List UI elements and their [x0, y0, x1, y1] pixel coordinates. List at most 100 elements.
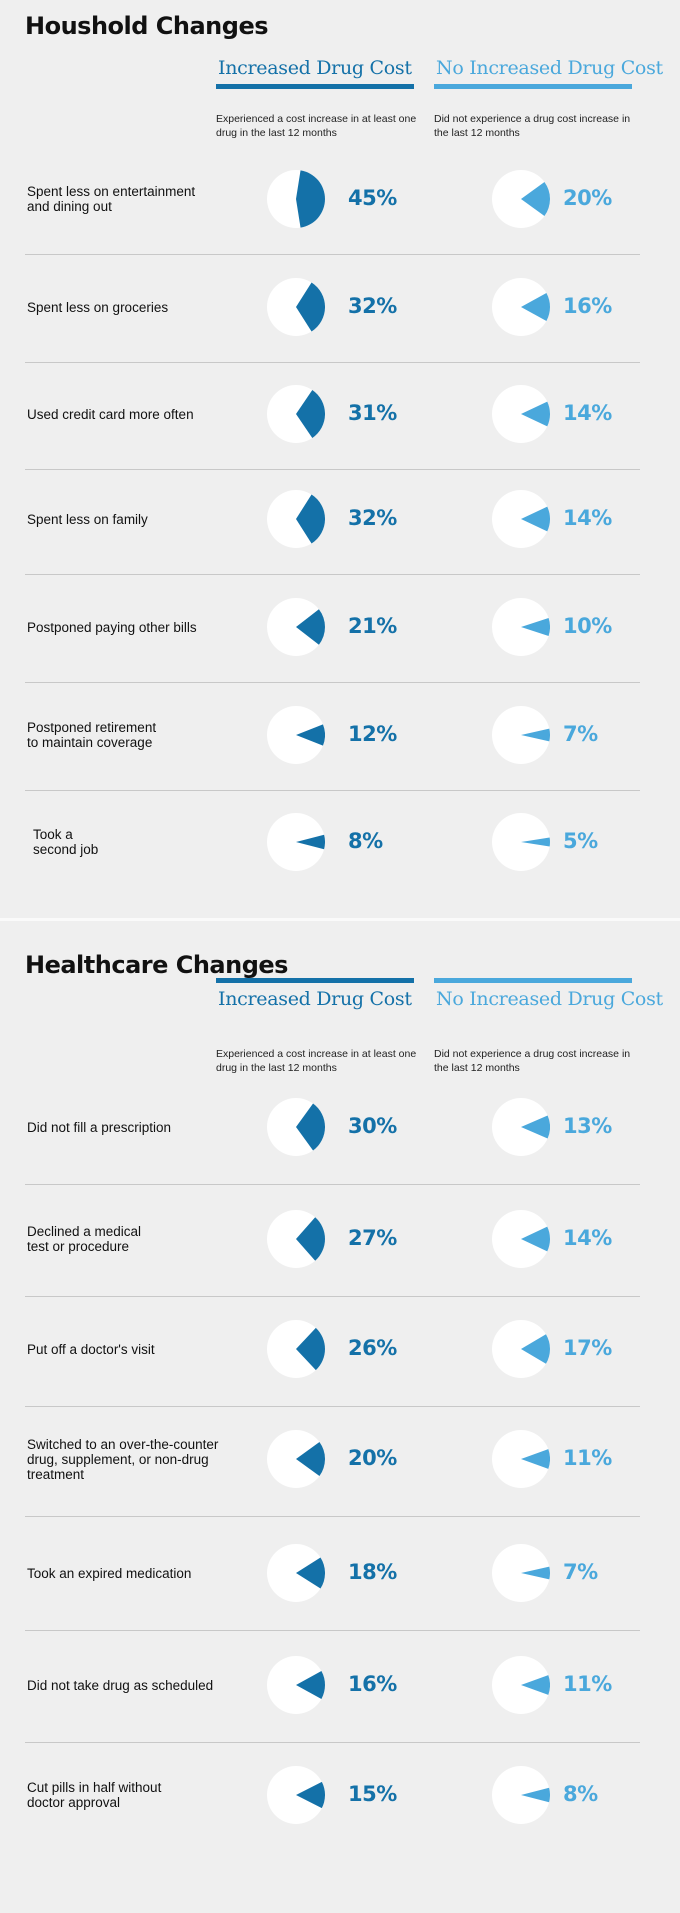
- value-no-increase: 17%: [563, 1336, 612, 1360]
- value-no-increase: 11%: [563, 1672, 612, 1696]
- row-label: Switched to an over-the-counter drug, su…: [27, 1436, 219, 1482]
- table-row: Did not fill a prescription 30% 13%: [0, 1078, 680, 1188]
- pie-no-increase: [492, 1766, 550, 1824]
- table-row: Declined a medical test or procedure 27% 1…: [0, 1190, 680, 1300]
- pie-slice: [521, 728, 550, 742]
- pie-increased: [267, 1098, 325, 1156]
- value-no-increase: 5%: [563, 829, 598, 853]
- value-increased: 26%: [348, 1336, 397, 1360]
- pie-slice: [296, 1671, 325, 1699]
- pie-increased: [267, 1320, 325, 1378]
- row-divider: [25, 362, 640, 363]
- column-description: Did not experience a drug cost increase …: [434, 1048, 631, 1074]
- pie-increased: [267, 813, 325, 871]
- pie-slice: [521, 1334, 550, 1364]
- row-divider: [25, 1742, 640, 1743]
- pie-slice: [521, 506, 550, 532]
- row-divider: [25, 469, 640, 470]
- value-no-increase: 14%: [563, 401, 612, 425]
- pie-no-increase: [492, 1430, 550, 1488]
- pie-slice: [296, 1781, 325, 1809]
- column-title: No Increased Drug Cost: [436, 57, 663, 79]
- pie-slice: [521, 1566, 550, 1580]
- row-label: Cut pills in half without doctor approva…: [27, 1780, 162, 1810]
- pie-slice: [296, 1103, 325, 1151]
- pie-increased: [267, 706, 325, 764]
- pie-slice: [296, 1557, 325, 1589]
- row-divider: [25, 1516, 640, 1517]
- pie-slice: [521, 1226, 550, 1252]
- row-label: Postponed retirement to maintain coverag…: [27, 720, 157, 750]
- pie-slice: [296, 390, 325, 438]
- section-healthcare: Healthcare Changes Increased Drug Cost Exp…: [0, 937, 680, 1913]
- pie-no-increase: [492, 170, 550, 228]
- value-no-increase: 8%: [563, 1782, 598, 1806]
- row-divider: [25, 1296, 640, 1297]
- column-bar: [216, 978, 414, 983]
- pie-no-increase: [492, 385, 550, 443]
- value-no-increase: 14%: [563, 506, 612, 530]
- pie-increased: [267, 170, 325, 228]
- row-label: Spent less on family: [27, 511, 148, 527]
- column-title: Increased Drug Cost: [218, 988, 412, 1010]
- value-increased: 8%: [348, 829, 383, 853]
- value-no-increase: 16%: [563, 294, 612, 318]
- value-increased: 16%: [348, 1672, 397, 1696]
- pie-increased: [267, 1766, 325, 1824]
- value-no-increase: 7%: [563, 722, 598, 746]
- table-row: Put off a doctor's visit 26% 17%: [0, 1300, 680, 1410]
- row-divider: [25, 1630, 640, 1631]
- pie-slice: [521, 837, 550, 847]
- row-divider: [25, 1184, 640, 1185]
- column-bar: [434, 978, 632, 983]
- pie-increased: [267, 1544, 325, 1602]
- row-divider: [25, 254, 640, 255]
- table-row: Spent less on groceries 32% 16%: [0, 258, 680, 366]
- value-no-increase: 10%: [563, 614, 612, 638]
- column-bar: [434, 84, 632, 89]
- table-row: Postponed retirement to maintain coverag…: [0, 686, 680, 794]
- pie-increased: [267, 1656, 325, 1714]
- value-increased: 20%: [348, 1446, 397, 1470]
- section-household: Houshold Changes Increased Drug Cost Exper…: [0, 0, 680, 920]
- pie-slice: [521, 1449, 550, 1469]
- row-label: Postponed paying other bills: [27, 619, 197, 635]
- pie-slice: [296, 170, 325, 228]
- pie-slice: [296, 1217, 325, 1261]
- pie-slice: [296, 494, 325, 544]
- value-no-increase: 11%: [563, 1446, 612, 1470]
- row-label: Declined a medical test or procedure: [27, 1224, 142, 1254]
- pie-slice: [296, 282, 325, 332]
- table-row: Used credit card more often 31% 14%: [0, 365, 680, 473]
- column-bar: [216, 84, 414, 89]
- section-separator: [0, 918, 680, 921]
- pie-increased: [267, 490, 325, 548]
- pie-increased: [267, 278, 325, 336]
- row-label: Did not fill a prescription: [27, 1119, 172, 1135]
- column-title: Increased Drug Cost: [218, 57, 412, 79]
- row-divider: [25, 790, 640, 791]
- table-row: Cut pills in half without doctor approva…: [0, 1746, 680, 1856]
- value-no-increase: 14%: [563, 1226, 612, 1250]
- pie-slice: [296, 609, 325, 645]
- pie-no-increase: [492, 1320, 550, 1378]
- row-label: Used credit card more often: [27, 406, 194, 422]
- pie-slice: [521, 1787, 550, 1803]
- pie-slice: [521, 618, 550, 636]
- pie-no-increase: [492, 706, 550, 764]
- column-description: Did not experience a drug cost increase …: [434, 113, 631, 139]
- pie-slice: [521, 181, 550, 217]
- pie-no-increase: [492, 1210, 550, 1268]
- value-increased: 21%: [348, 614, 397, 638]
- table-row: Postponed paying other bills 21% 10%: [0, 578, 680, 686]
- table-row: Did not take drug as scheduled 16% 11%: [0, 1636, 680, 1746]
- value-increased: 32%: [348, 506, 397, 530]
- row-label: Took an expired medication: [27, 1565, 192, 1581]
- row-label: Took a second job: [33, 827, 99, 857]
- pie-no-increase: [492, 1656, 550, 1714]
- pie-increased: [267, 1210, 325, 1268]
- value-no-increase: 13%: [563, 1114, 612, 1138]
- value-no-increase: 20%: [563, 186, 612, 210]
- value-increased: 32%: [348, 294, 397, 318]
- pie-slice: [521, 1675, 550, 1695]
